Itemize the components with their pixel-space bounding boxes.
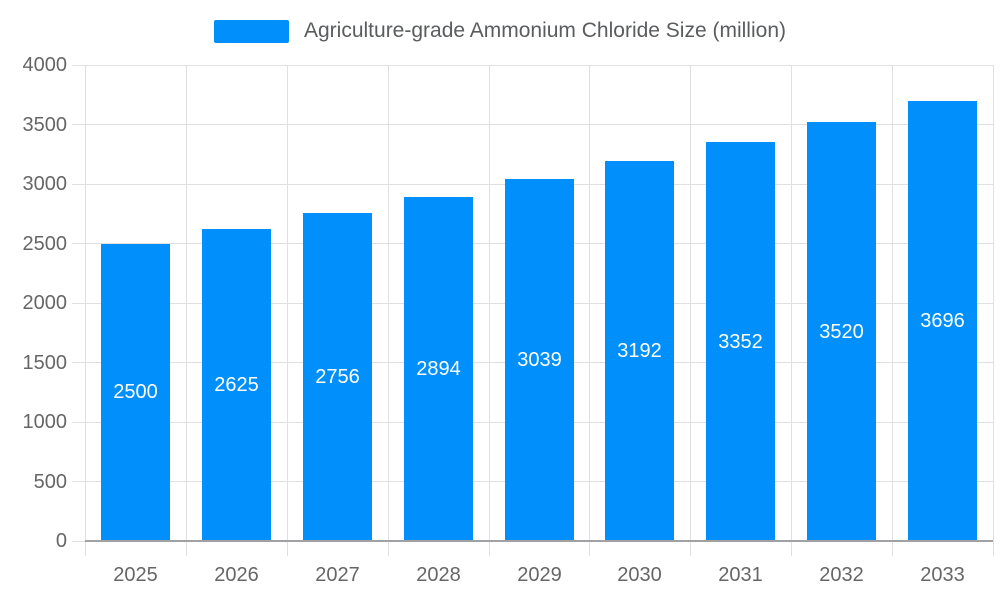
- y-tick: [72, 124, 85, 125]
- h-gridline: [85, 64, 993, 66]
- y-tick: [72, 481, 85, 482]
- y-axis-label: 2000: [22, 292, 68, 314]
- bar[interactable]: [202, 228, 271, 541]
- bar[interactable]: [505, 179, 574, 541]
- y-axis-label: 0: [55, 530, 67, 552]
- x-axis-label: 2027: [315, 564, 360, 586]
- v-gridline: [387, 65, 389, 556]
- h-gridline: [85, 124, 993, 125]
- legend[interactable]: Agriculture-grade Ammonium Chloride Size…: [0, 19, 1000, 43]
- v-gridline: [790, 65, 792, 556]
- x-axis-label: 2026: [214, 564, 259, 586]
- bar[interactable]: [404, 196, 473, 541]
- y-axis-label: 1000: [22, 411, 68, 433]
- legend-label: Agriculture-grade Ammonium Chloride Size…: [303, 19, 786, 42]
- y-tick: [72, 64, 85, 66]
- y-axis-label: 2500: [22, 232, 68, 255]
- x-axis-label: 2030: [617, 564, 662, 586]
- v-gridline: [891, 65, 893, 556]
- bar[interactable]: [706, 142, 775, 541]
- v-gridline: [689, 65, 691, 556]
- y-tick: [72, 183, 85, 185]
- bar[interactable]: [101, 243, 170, 541]
- v-gridline: [185, 65, 187, 556]
- y-tick: [72, 421, 85, 423]
- y-axis-label: 1500: [22, 351, 68, 374]
- y-tick: [72, 243, 85, 244]
- legend-swatch-icon: [213, 19, 289, 43]
- y-tick: [72, 302, 85, 304]
- x-axis-label: 2028: [416, 564, 461, 586]
- bar[interactable]: [807, 122, 876, 541]
- x-axis-line: [85, 540, 993, 542]
- v-gridline: [992, 65, 994, 556]
- v-gridline: [286, 65, 288, 556]
- y-axis-label: 3500: [22, 113, 68, 136]
- x-axis-label: 2033: [920, 564, 965, 586]
- x-axis-label: 2031: [718, 564, 763, 586]
- y-tick: [72, 540, 85, 542]
- plot-area: 0 500 1000 1500 2000 2500 3000 3500 4000 2500 2625…: [23, 54, 994, 586]
- x-axis-label: 2029: [517, 564, 562, 586]
- v-gridline: [84, 65, 86, 556]
- bar[interactable]: [908, 101, 977, 541]
- y-axis-label: 3000: [22, 173, 68, 195]
- v-gridline: [588, 65, 590, 556]
- bar[interactable]: [303, 213, 372, 541]
- x-axis-label: 2025: [113, 564, 158, 586]
- bar[interactable]: [605, 161, 674, 541]
- x-axis-label: 2032: [819, 564, 864, 586]
- y-tick: [72, 362, 85, 363]
- y-axis-label: 4000: [22, 54, 68, 76]
- v-gridline: [488, 65, 490, 556]
- y-axis-label: 500: [33, 470, 67, 493]
